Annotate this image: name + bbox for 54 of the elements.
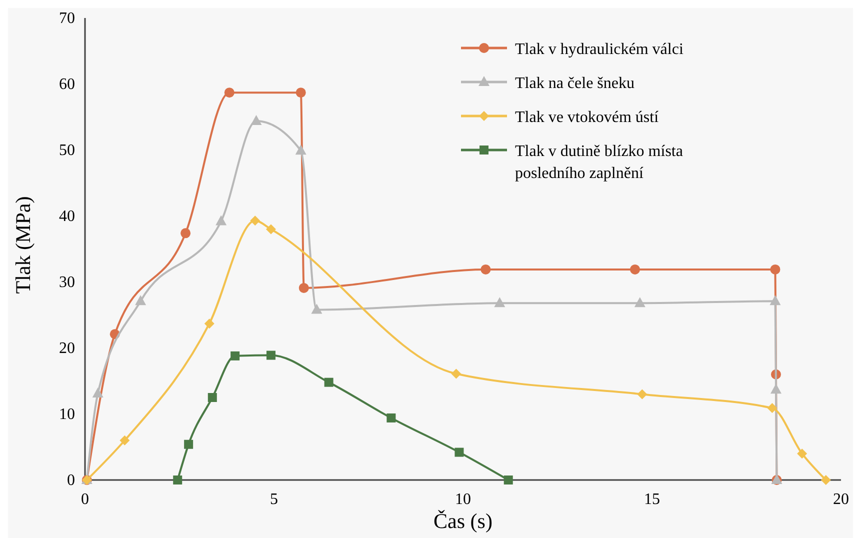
x-tick-label: 10 <box>455 491 471 508</box>
x-tick-label: 20 <box>833 491 849 508</box>
point <box>216 215 227 226</box>
point <box>480 264 491 274</box>
point <box>230 351 240 360</box>
point <box>451 368 462 379</box>
point <box>296 88 306 98</box>
point <box>173 476 182 484</box>
point <box>266 224 276 234</box>
point <box>208 393 217 402</box>
point <box>135 295 146 306</box>
x-axis-title: Čas (s) <box>434 509 492 533</box>
point <box>250 216 260 226</box>
point <box>767 403 778 414</box>
y-tick-label: 50 <box>59 142 75 159</box>
y-axis-title: Tlak (MPa) <box>11 196 35 294</box>
point <box>820 475 831 485</box>
y-tick-label: 60 <box>59 76 75 93</box>
point <box>770 264 780 274</box>
point <box>311 304 322 314</box>
point <box>494 297 506 308</box>
point <box>770 295 781 306</box>
point <box>454 448 464 457</box>
point <box>634 297 646 308</box>
legend-label: Tlak ve vtokovém ústí <box>515 109 660 126</box>
point <box>120 435 130 446</box>
point <box>797 448 808 459</box>
point <box>324 378 334 387</box>
y-tick-label: 0 <box>67 472 75 489</box>
legend-label: Tlak na čele šneku <box>515 75 634 92</box>
point <box>295 144 306 155</box>
x-tick-label: 5 <box>270 491 278 508</box>
point <box>386 413 396 422</box>
point <box>180 228 191 238</box>
point <box>770 384 782 394</box>
point <box>630 264 640 274</box>
point <box>504 476 513 484</box>
point <box>204 318 214 329</box>
y-tick-label: 40 <box>59 208 75 225</box>
point <box>250 114 262 125</box>
y-tick-label: 20 <box>59 340 75 357</box>
point <box>266 350 276 360</box>
x-tick-label: 15 <box>644 491 660 508</box>
x-tick-label: 0 <box>81 491 89 508</box>
legend-label: Tlak v dutině blízko místa posledního zaplnění <box>515 143 683 182</box>
y-tick-label: 10 <box>59 406 75 423</box>
point <box>184 440 194 449</box>
point <box>224 88 234 98</box>
y-tick-label: 70 <box>59 10 75 27</box>
point <box>637 389 648 400</box>
point <box>298 282 309 293</box>
y-tick-label: 30 <box>59 274 75 291</box>
legend-label: Tlak v hydraulickém válci <box>515 41 684 58</box>
point <box>92 388 104 398</box>
